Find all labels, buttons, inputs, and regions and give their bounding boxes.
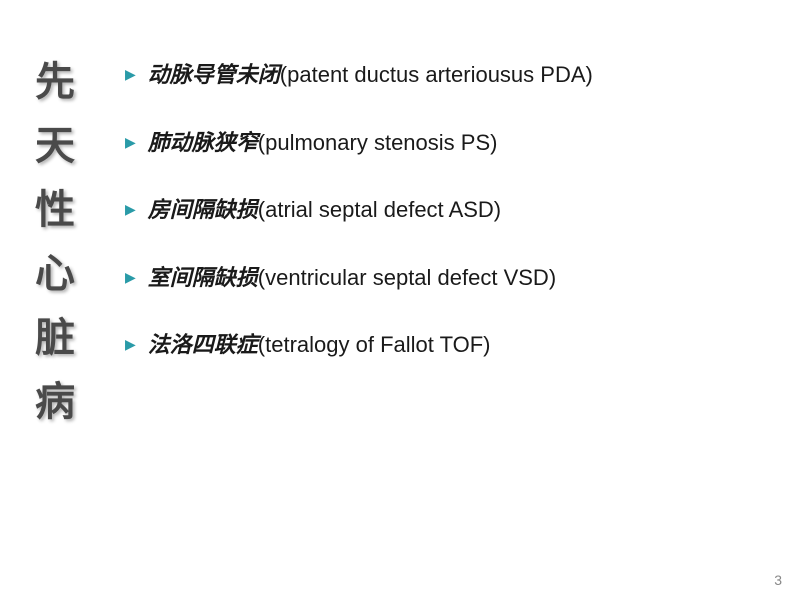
- item-cn: 房间隔缺损: [148, 197, 258, 222]
- list-item: ▶ 房间隔缺损(atrial septal defect ASD): [125, 190, 745, 230]
- item-text: 室间隔缺损(ventricular septal defect VSD): [148, 258, 556, 298]
- content-list: ▶ 动脉导管未闭(patent ductus arteriousus PDA) …: [125, 55, 745, 393]
- bullet-icon: ▶: [125, 130, 136, 155]
- item-cn: 动脉导管未闭: [148, 62, 280, 87]
- list-item: ▶ 法洛四联症(tetralogy of Fallot TOF): [125, 325, 745, 365]
- item-en: (pulmonary stenosis PS): [258, 130, 498, 155]
- item-en: (ventricular septal defect VSD): [258, 265, 556, 290]
- item-en: (patent ductus arteriousus PDA): [280, 62, 593, 87]
- item-text: 肺动脉狭窄(pulmonary stenosis PS): [148, 123, 498, 163]
- list-item: ▶ 动脉导管未闭(patent ductus arteriousus PDA): [125, 55, 745, 95]
- item-en: (atrial septal defect ASD): [258, 197, 501, 222]
- item-cn: 法洛四联症: [148, 332, 258, 357]
- bullet-icon: ▶: [125, 332, 136, 357]
- list-item: ▶ 室间隔缺损(ventricular septal defect VSD): [125, 258, 745, 298]
- item-text: 动脉导管未闭(patent ductus arteriousus PDA): [148, 55, 593, 95]
- bullet-icon: ▶: [125, 265, 136, 290]
- page-number: 3: [774, 572, 782, 588]
- item-cn: 肺动脉狭窄: [148, 130, 258, 155]
- item-en: (tetralogy of Fallot TOF): [258, 332, 491, 357]
- slide-title: 先天性心脏病: [30, 50, 80, 434]
- item-text: 房间隔缺损(atrial septal defect ASD): [148, 190, 501, 230]
- list-item: ▶ 肺动脉狭窄(pulmonary stenosis PS): [125, 123, 745, 163]
- item-text: 法洛四联症(tetralogy of Fallot TOF): [148, 325, 491, 365]
- bullet-icon: ▶: [125, 62, 136, 87]
- bullet-icon: ▶: [125, 197, 136, 222]
- item-cn: 室间隔缺损: [148, 265, 258, 290]
